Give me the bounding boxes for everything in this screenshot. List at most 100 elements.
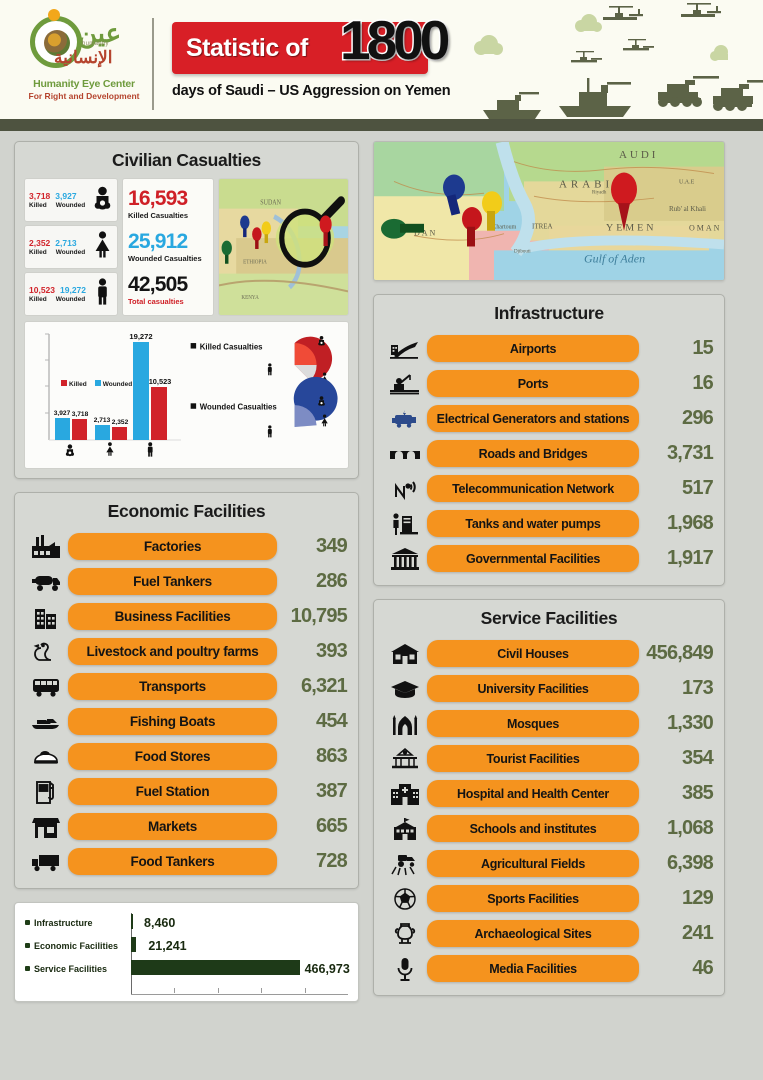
stat-label-bar[interactable]: Hospital and Health Center — [427, 780, 639, 807]
stat-label-bar[interactable]: University Facilities — [427, 675, 639, 702]
stat-label-bar[interactable]: Tourist Facilities — [427, 745, 639, 772]
stat-row[interactable]: Markets 665 — [24, 809, 349, 844]
stat-row[interactable]: Tanks and water pumps 1,968 — [383, 506, 715, 541]
economic-facilities-title: Economic Facilities — [107, 501, 266, 521]
svg-text:Khartoum: Khartoum — [492, 225, 517, 231]
stat-label-bar[interactable]: Livestock and poultry farms — [68, 638, 277, 665]
stat-label-bar[interactable]: Telecommunication Network — [427, 475, 639, 502]
stat-row[interactable]: Electrical Generators and stations 296 — [383, 401, 715, 436]
stat-label-bar[interactable]: Food Stores — [68, 743, 277, 770]
summary-bar-track: 21,241 — [131, 937, 348, 954]
summary-label: Service Facilities — [25, 964, 131, 974]
stat-label-bar[interactable]: Fuel Station — [68, 778, 277, 805]
stat-row[interactable]: Food Stores 863 — [24, 739, 349, 774]
civilian-casualties-panel: Civilian Casualties 3,718 3,927 Killed W… — [14, 141, 359, 479]
stat-row[interactable]: Fuel Station 387 — [24, 774, 349, 809]
header-olive-strip — [0, 119, 763, 131]
stat-label-bar[interactable]: Markets — [68, 813, 277, 840]
stat-row[interactable]: Agricultural Fields 6,398 — [383, 846, 715, 881]
stat-value: 456,849 — [646, 642, 714, 664]
chart-x-axis — [131, 988, 348, 995]
stat-label-bar[interactable]: Archaeological Sites — [427, 920, 639, 947]
stat-row[interactable]: Archaeological Sites 241 — [383, 916, 715, 951]
header-subtitle: days of Saudi – US Aggression on Yemen — [172, 83, 451, 99]
stat-row[interactable]: Mosques 1,330 — [383, 706, 715, 741]
stat-row[interactable]: Governmental Facilities 1,917 — [383, 541, 715, 576]
hospital-icon — [383, 782, 427, 806]
children-killed-label: Killed — [29, 202, 47, 209]
stat-row[interactable]: Schools and institutes 1,068 — [383, 811, 715, 846]
stat-label-bar[interactable]: Sports Facilities — [427, 885, 639, 912]
infrastructure-panel: Infrastructure Airports 15 Ports 16 — [373, 294, 725, 586]
government-building-icon — [383, 547, 427, 571]
women-killed-value: 2,352 — [29, 238, 51, 248]
svg-text:Riyadh: Riyadh — [592, 190, 607, 195]
house-icon — [383, 642, 427, 666]
children-wounded-value: 3,927 — [55, 191, 77, 201]
antenna-icon — [383, 477, 427, 501]
stat-row[interactable]: Factories 349 — [24, 529, 349, 564]
summary-wounded: 25,912 Wounded Casualties — [128, 230, 208, 263]
stat-row[interactable]: Hospital and Health Center 385 — [383, 776, 715, 811]
woman-figure-icon — [91, 231, 113, 263]
stat-row[interactable]: Food Tankers 728 — [24, 844, 349, 879]
stat-label-bar[interactable]: Electrical Generators and stations — [427, 405, 639, 432]
stat-label-bar[interactable]: Governmental Facilities — [427, 545, 639, 572]
stat-row[interactable]: Airports 15 — [383, 331, 715, 366]
stat-label-bar[interactable]: Civil Houses — [427, 640, 639, 667]
stat-row[interactable]: Sports Facilities 129 — [383, 881, 715, 916]
stat-row[interactable]: Tourist Facilities 354 — [383, 741, 715, 776]
stat-row[interactable]: Telecommunication Network 517 — [383, 471, 715, 506]
stat-row[interactable]: Roads and Bridges 3,731 — [383, 436, 715, 471]
stat-row[interactable]: Livestock and poultry farms 393 — [24, 634, 349, 669]
stat-label-bar[interactable]: Factories — [68, 533, 277, 560]
all-casualties-value: 42,505 — [128, 272, 188, 296]
summary-label: Infrastructure — [25, 918, 131, 928]
stat-row[interactable]: Media Facilities 46 — [383, 951, 715, 986]
men-wounded-label: Wounded — [55, 296, 86, 303]
stat-row[interactable]: Fuel Tankers 286 — [24, 564, 349, 599]
child-figure-icon — [91, 186, 113, 215]
stat-label-bar[interactable]: Food Tankers — [68, 848, 277, 875]
stat-label-bar[interactable]: Transports — [68, 673, 277, 700]
stat-row[interactable]: Fishing Boats 454 — [24, 704, 349, 739]
bullet-icon — [25, 943, 30, 948]
page-header: عين humanity الإنسانية Humanity Eye Cent… — [0, 0, 763, 131]
food-truck-icon — [24, 852, 68, 872]
bullet-icon — [25, 966, 30, 971]
stat-label-bar[interactable]: Schools and institutes — [427, 815, 639, 842]
stat-row[interactable]: Civil Houses 456,849 — [383, 636, 715, 671]
stat-label-bar[interactable]: Tanks and water pumps — [427, 510, 639, 537]
casualty-summary: 16,593 Killed Casualties 25,912 Wounded … — [122, 178, 214, 316]
stat-label-bar[interactable]: Fishing Boats — [68, 708, 277, 735]
stat-label-bar[interactable]: Fuel Tankers — [68, 568, 277, 595]
stat-row[interactable]: University Facilities 173 — [383, 671, 715, 706]
title-prefix: Statistic of — [186, 33, 308, 62]
sector-summary-chart: Infrastructure 8,460 Economic Facilities… — [14, 902, 359, 1002]
stat-label-bar[interactable]: Ports — [427, 370, 639, 397]
water-tank-icon — [383, 512, 427, 536]
svg-text:Wounded Casualties: Wounded Casualties — [200, 403, 278, 412]
stat-label-bar[interactable]: Media Facilities — [427, 955, 639, 982]
stat-value: 387 — [316, 780, 348, 802]
stat-label-bar[interactable]: Business Facilities — [68, 603, 277, 630]
stat-value: 1,917 — [666, 547, 714, 569]
summary-label: Economic Facilities — [25, 941, 131, 951]
amphora-icon — [383, 921, 427, 947]
summary-row-infrastructure: Infrastructure 8,460 — [25, 911, 348, 934]
stat-row[interactable]: Business Facilities 10,795 — [24, 599, 349, 634]
stat-label-bar[interactable]: Roads and Bridges — [427, 440, 639, 467]
stat-label-bar[interactable]: Airports — [427, 335, 639, 362]
demographic-numbers: 2,352 2,713 Killed Wounded — [29, 238, 88, 256]
graduation-cap-icon — [383, 679, 427, 699]
svg-text:ARABIA: ARABIA — [559, 178, 625, 190]
svg-text:SUDAN: SUDAN — [260, 199, 281, 206]
stat-label-bar[interactable]: Mosques — [427, 710, 639, 737]
stat-label-bar[interactable]: Agricultural Fields — [427, 850, 639, 877]
header-title-block: Statistic of 1800 days of Saudi – US Agg… — [172, 11, 472, 99]
summary-value: 21,241 — [148, 938, 187, 953]
demographic-card-men: 10,523 19,272 Killed Wounded — [24, 272, 118, 316]
stat-value: 863 — [316, 745, 348, 767]
stat-row[interactable]: Transports 6,321 — [24, 669, 349, 704]
stat-row[interactable]: Ports 16 — [383, 366, 715, 401]
